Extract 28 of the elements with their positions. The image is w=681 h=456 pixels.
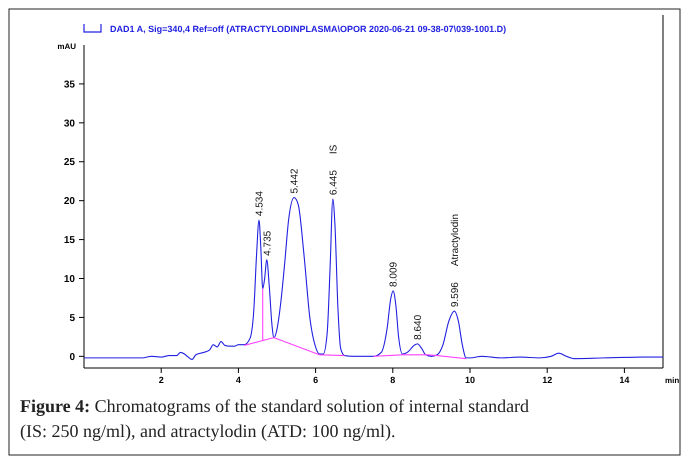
x-tick-label: 8 [390, 375, 396, 385]
y-tick-label: 5 [69, 312, 76, 324]
x-axis-title: min [665, 376, 680, 385]
annotation: 4.735 [262, 230, 274, 256]
annotation: 6.445 [328, 170, 340, 196]
y-tick-label: 25 [64, 157, 76, 168]
annotation: 8.009 [388, 261, 400, 287]
caption: Figure 4: Chromatograms of the standard solution of internal standard (IS: 250 ng/ml), and atractylodin (ATD: 100 ng/ml). [20, 396, 530, 441]
y-tick-label: 10 [64, 274, 76, 285]
y-tick-label: 15 [64, 235, 76, 246]
legend-label: DAD1 A, Sig=340,4 Ref=off (ATRACTYLODINPLASMA\OPOR 2020-06-21 09-38-07\039-1001.D) [110, 24, 506, 34]
annotation: 4.534 [254, 190, 266, 216]
annotation: Atractylodin [450, 214, 461, 266]
x-tick-label: 14 [619, 375, 630, 385]
x-tick-label: 2 [158, 375, 164, 385]
x-tick-label: 6 [313, 375, 318, 385]
annotation: IS [328, 144, 340, 154]
x-tick-label: 10 [464, 375, 476, 385]
y-tick-label: 30 [64, 118, 76, 130]
x-tick-label: 12 [542, 375, 552, 385]
x-tick-label: 4 [236, 375, 241, 385]
y-tick-label: 20 [64, 196, 76, 208]
annotation: 8.640 [413, 314, 424, 340]
annotation: 9.596 [450, 282, 461, 308]
y-tick-label: 0 [69, 352, 76, 363]
y-axis-title: mAU [57, 42, 76, 51]
y-tick-label: 35 [64, 79, 76, 90]
annotation: 5.442 [290, 168, 301, 194]
